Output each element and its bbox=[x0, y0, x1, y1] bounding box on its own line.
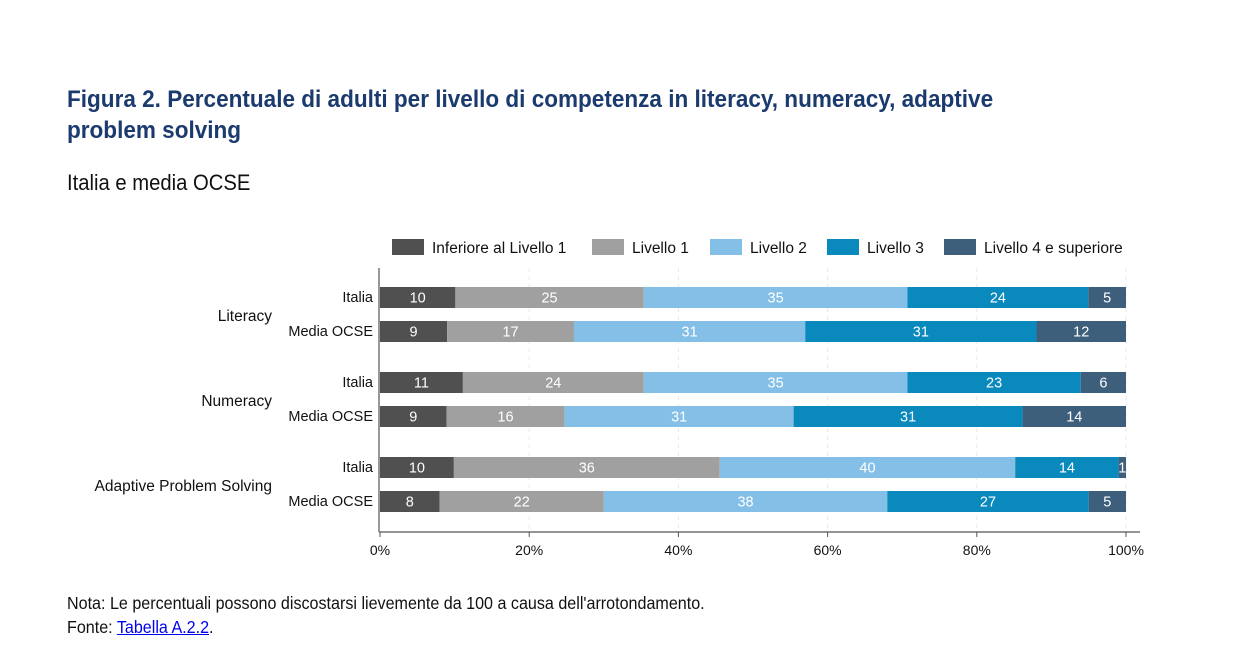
bar-segment bbox=[887, 491, 1089, 512]
data-label: 22 bbox=[514, 495, 530, 511]
bar-segment bbox=[643, 287, 908, 308]
x-tick-label: 100% bbox=[1108, 542, 1144, 558]
bar-segment bbox=[380, 491, 440, 512]
group-label: Literacy bbox=[218, 308, 273, 325]
bar-segment bbox=[1118, 457, 1126, 478]
bar-segment bbox=[1015, 457, 1119, 478]
data-label: 5 bbox=[1103, 495, 1111, 511]
bar-segment bbox=[1088, 491, 1126, 512]
bar-segment bbox=[793, 406, 1023, 427]
bar-segment bbox=[455, 287, 644, 308]
data-label: 16 bbox=[497, 410, 513, 426]
bar-segment bbox=[1088, 287, 1126, 308]
group-label: Numeracy bbox=[201, 393, 272, 410]
data-label: 10 bbox=[410, 291, 426, 307]
bar-segment bbox=[573, 321, 806, 342]
data-label: 31 bbox=[900, 410, 916, 426]
data-label: 17 bbox=[502, 325, 518, 341]
data-label: 23 bbox=[986, 376, 1002, 392]
data-label: 12 bbox=[1073, 325, 1089, 341]
legend-swatch bbox=[944, 239, 976, 255]
x-tick-label: 20% bbox=[515, 542, 543, 558]
bar-segment bbox=[380, 457, 454, 478]
data-label: 35 bbox=[768, 291, 784, 307]
bar-segment bbox=[446, 406, 565, 427]
data-label: 10 bbox=[409, 461, 425, 477]
bar-segment bbox=[907, 372, 1081, 393]
bar-segment bbox=[1022, 406, 1126, 427]
bar-segment bbox=[907, 287, 1089, 308]
data-label: 40 bbox=[859, 461, 875, 477]
bar-segment bbox=[380, 287, 456, 308]
source-end: . bbox=[209, 617, 214, 637]
bar-segment bbox=[447, 321, 574, 342]
data-label: 5 bbox=[1103, 291, 1111, 307]
bar-segment bbox=[1036, 321, 1126, 342]
legend-label: Livello 4 e superiore bbox=[984, 240, 1123, 257]
data-label: 31 bbox=[682, 325, 698, 341]
data-label: 24 bbox=[990, 291, 1006, 307]
data-label: 35 bbox=[768, 376, 784, 392]
data-label: 14 bbox=[1066, 410, 1082, 426]
bar-segment bbox=[1080, 372, 1126, 393]
data-label: 1 bbox=[1118, 461, 1126, 477]
x-tick-label: 40% bbox=[664, 542, 692, 558]
data-label: 24 bbox=[545, 376, 561, 392]
bar-segment bbox=[462, 372, 644, 393]
bar-segment bbox=[439, 491, 604, 512]
legend-label: Livello 1 bbox=[632, 240, 689, 257]
group-label: Adaptive Problem Solving bbox=[95, 478, 273, 495]
legend-swatch bbox=[827, 239, 859, 255]
legend-swatch bbox=[392, 239, 424, 255]
legend-label: Livello 2 bbox=[750, 240, 807, 257]
bar-segment bbox=[719, 457, 1016, 478]
x-tick-label: 60% bbox=[814, 542, 842, 558]
bar-segment bbox=[380, 372, 463, 393]
source-line: Fonte: Tabella A.2.2. bbox=[67, 615, 705, 639]
data-label: 8 bbox=[406, 495, 414, 511]
bar-segment bbox=[453, 457, 720, 478]
data-label: 38 bbox=[737, 495, 753, 511]
data-label: 31 bbox=[671, 410, 687, 426]
source-link[interactable]: Tabella A.2.2 bbox=[116, 617, 210, 637]
category-label: Italia bbox=[342, 375, 374, 391]
category-label: Media OCSE bbox=[288, 409, 373, 425]
data-label: 14 bbox=[1059, 461, 1075, 477]
category-label: Media OCSE bbox=[288, 494, 373, 510]
source-label: Fonte: bbox=[67, 617, 117, 637]
figure-title: Figura 2. Percentuale di adulti per live… bbox=[67, 86, 994, 144]
x-tick-label: 0% bbox=[370, 542, 390, 558]
bar-segment bbox=[805, 321, 1037, 342]
data-label: 31 bbox=[913, 325, 929, 341]
legend-swatch bbox=[710, 239, 742, 255]
data-label: 11 bbox=[414, 376, 429, 392]
data-label: 9 bbox=[409, 410, 417, 426]
bar-segment bbox=[380, 406, 447, 427]
data-label: 6 bbox=[1099, 376, 1107, 392]
legend-swatch bbox=[592, 239, 624, 255]
legend-label: Inferiore al Livello 1 bbox=[432, 240, 566, 257]
data-label: 25 bbox=[541, 291, 557, 307]
bar-segment bbox=[380, 321, 448, 342]
legend-label: Livello 3 bbox=[867, 240, 924, 257]
category-label: Italia bbox=[342, 460, 374, 476]
note-text: Nota: Le percentuali possono discostarsi… bbox=[67, 593, 705, 613]
data-label: 9 bbox=[410, 325, 418, 341]
category-label: Italia bbox=[342, 290, 374, 306]
bar-segment bbox=[643, 372, 908, 393]
data-label: 27 bbox=[980, 495, 996, 511]
footnote: Nota: Le percentuali possono discostarsi… bbox=[67, 591, 705, 639]
bar-segment bbox=[564, 406, 794, 427]
bar-segment bbox=[603, 491, 888, 512]
x-tick-label: 80% bbox=[963, 542, 991, 558]
category-label: Media OCSE bbox=[288, 324, 373, 340]
figure-subtitle: Italia e media OCSE bbox=[67, 170, 251, 195]
data-label: 36 bbox=[579, 461, 595, 477]
